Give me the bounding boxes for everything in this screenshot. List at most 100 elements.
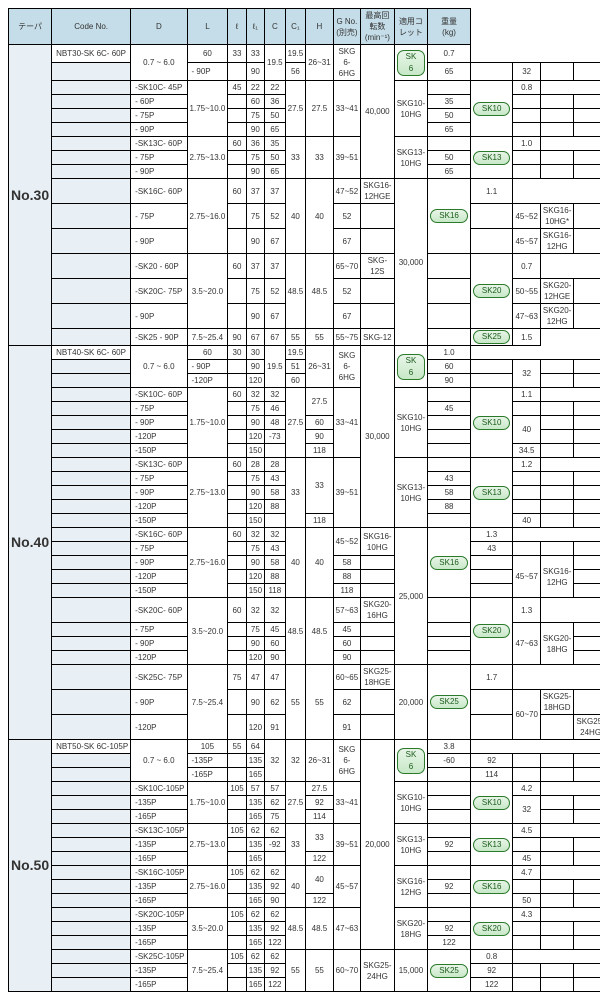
data-cell: 90 — [246, 304, 264, 329]
taper-cell — [52, 542, 131, 556]
taper-cell — [52, 584, 131, 598]
data-cell: 62 — [265, 690, 286, 715]
data-cell: 1.3 — [513, 598, 540, 623]
collet-button[interactable]: SK10 — [473, 796, 511, 810]
collet-cell: SK 6 — [394, 346, 428, 388]
code-cell: -135P — [131, 838, 187, 852]
taper-cell — [52, 151, 131, 165]
collet-button[interactable]: SK16 — [430, 556, 468, 570]
taper-cell — [52, 514, 131, 528]
data-cell: 30 — [228, 346, 246, 360]
data-cell: 122 — [265, 936, 286, 950]
data-cell: 1.2 — [513, 458, 540, 472]
collet-button[interactable]: SK16 — [473, 880, 511, 894]
data-cell: 37 — [265, 179, 286, 204]
data-cell: 165 — [246, 894, 264, 908]
data-cell: 92 — [265, 964, 286, 978]
code-cell: - 90P — [187, 63, 228, 81]
collet-button[interactable]: SK 6 — [397, 354, 426, 380]
collet-cell: SK 6 — [394, 45, 428, 81]
collet-button[interactable]: SK10 — [473, 416, 511, 430]
data-cell: 75 — [246, 109, 264, 123]
data-cell: 28 — [246, 458, 264, 472]
data-cell: 62 — [246, 950, 264, 964]
data-cell: -92 — [265, 838, 286, 852]
col-header: ℓ₁ — [246, 9, 264, 45]
collet-button[interactable]: SK 6 — [397, 50, 426, 76]
taper-cell — [52, 754, 131, 768]
collet-button[interactable]: SK13 — [473, 838, 511, 852]
data-cell: 92 — [470, 964, 513, 978]
col-header: D — [131, 9, 187, 45]
collet-button[interactable]: SK13 — [473, 151, 511, 165]
code-cell: -120P — [131, 430, 187, 444]
taper-cell — [52, 824, 131, 838]
data-cell — [265, 514, 286, 528]
collet-button[interactable]: SK10 — [473, 102, 511, 116]
collet-button[interactable]: SK25 — [473, 330, 511, 344]
collet-button[interactable]: SK20 — [473, 284, 511, 298]
data-cell: 105 — [228, 908, 246, 922]
collet-cell: SK16 — [470, 866, 513, 908]
data-cell: 56 — [285, 63, 306, 81]
data-cell: 90 — [246, 229, 264, 254]
collet-button[interactable]: SK13 — [473, 486, 511, 500]
code-cell: -135P — [131, 964, 187, 978]
code-cell: -120P — [131, 715, 187, 740]
data-cell: -60 — [428, 754, 471, 768]
collet-button[interactable]: SK25 — [430, 964, 468, 978]
data-cell: 65 — [428, 63, 471, 81]
data-cell: 90 — [265, 894, 286, 908]
code-cell: -SK20C- 75P — [131, 279, 187, 304]
data-cell: 0.8 — [470, 950, 513, 964]
code-cell: -165P — [187, 768, 228, 782]
collet-button[interactable]: SK20 — [473, 624, 511, 638]
col-header: テーパ — [9, 9, 52, 45]
collet-button[interactable]: SK 6 — [397, 748, 426, 774]
taper-cell — [52, 204, 131, 229]
data-cell: 105 — [228, 866, 246, 880]
taper-cell — [52, 838, 131, 852]
data-cell: 65 — [428, 165, 471, 179]
collet-cell: SK25 — [428, 950, 471, 992]
taper-cell — [52, 908, 131, 922]
code-cell: -SK10C- 60P — [131, 388, 187, 402]
data-cell: 60 — [246, 95, 264, 109]
code-cell: -SK25C- 75P — [131, 665, 187, 690]
col-header: G No.(別売) — [333, 9, 360, 45]
data-cell: 90 — [265, 651, 286, 665]
code-cell: - 90P — [131, 165, 187, 179]
code-cell: -165P — [131, 852, 187, 866]
data-cell: 52 — [265, 279, 286, 304]
data-cell: 50 — [428, 109, 471, 123]
data-cell: 1.0 — [513, 137, 540, 151]
data-cell: 135 — [246, 964, 264, 978]
code-cell: - 90P — [131, 416, 187, 430]
data-cell: 75 — [246, 279, 264, 304]
code-cell: - 90P — [187, 360, 228, 374]
collet-button[interactable]: SK16 — [430, 209, 468, 223]
collet-button[interactable]: SK25 — [430, 695, 468, 709]
data-cell: 67 — [333, 229, 360, 254]
data-cell: 75 — [246, 402, 264, 416]
data-cell: 62 — [265, 824, 286, 838]
data-cell: 60 — [333, 637, 360, 651]
data-cell: 90 — [333, 651, 360, 665]
taper-cell — [52, 137, 131, 151]
data-cell: 150 — [246, 444, 264, 458]
data-cell: 88 — [265, 570, 286, 584]
data-cell: 50 — [265, 109, 286, 123]
data-cell: 60 — [187, 346, 228, 360]
code-cell: -165P — [131, 978, 187, 992]
data-cell: 105 — [228, 782, 246, 796]
data-cell: 0.7 — [428, 45, 471, 63]
code-cell: -120P — [131, 651, 187, 665]
data-cell: 62 — [333, 690, 360, 715]
taper-cell: No.40 — [9, 346, 52, 740]
data-cell: 32 — [246, 598, 264, 623]
data-cell: 118 — [306, 514, 333, 528]
data-cell: 43 — [265, 542, 286, 556]
collet-button[interactable]: SK20 — [473, 922, 511, 936]
code-cell: -SK10C- 45P — [131, 81, 187, 95]
data-cell: 120 — [246, 374, 264, 388]
